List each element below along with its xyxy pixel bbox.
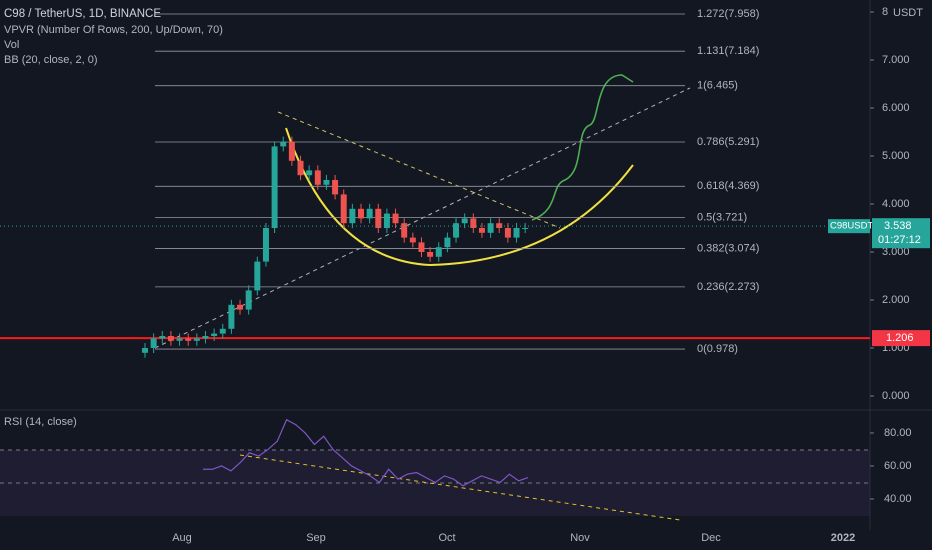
candle (418, 237, 425, 257)
price-label: 1.206 (886, 332, 914, 344)
indicator: BB (20, close, 2, 0) (4, 54, 98, 66)
candle (237, 299, 244, 315)
candle (280, 136, 287, 152)
candle (487, 218, 494, 238)
candle (142, 343, 148, 358)
candle (340, 189, 347, 229)
candle (219, 323, 226, 339)
candle (271, 141, 278, 233)
candle (245, 285, 252, 315)
y-tick-label: 2.000 (882, 294, 910, 306)
candle (150, 333, 157, 353)
fib-label: 0(0.978) (697, 343, 738, 355)
candle (504, 223, 511, 243)
price-badge (872, 330, 930, 347)
candle (383, 208, 390, 233)
fib-label: 1.272(7.958) (697, 8, 759, 20)
y-tick-label: 0.000 (882, 390, 910, 402)
fib-label: 1.131(7.184) (697, 45, 759, 57)
fib-label: 0.786(5.291) (697, 136, 759, 148)
candle (254, 256, 261, 296)
candle (435, 242, 442, 262)
fib-label: 0.618(4.369) (697, 180, 759, 192)
candle (167, 331, 174, 346)
y-tick-label: 8 (882, 6, 888, 18)
candle (176, 333, 183, 346)
candle (409, 232, 416, 248)
rsi-line (203, 418, 529, 487)
fib-label: 0.382(3.074) (697, 242, 759, 254)
y-tick-label: 6.000 (882, 102, 910, 114)
rsi-tick-label: 40.00 (884, 493, 912, 505)
fib-label: 0.5(3.721) (697, 211, 747, 223)
y-tick-label: 3.000 (882, 246, 910, 258)
candle (453, 218, 460, 243)
rsi-tick-label: 60.00 (884, 460, 912, 472)
candle (496, 218, 503, 233)
candle (375, 203, 382, 233)
candle (185, 333, 192, 346)
y-tick-label: 5.000 (882, 150, 910, 162)
price-badge (872, 218, 930, 249)
x-tick-label: Sep (306, 532, 326, 544)
candle (297, 155, 304, 181)
candle (193, 333, 200, 346)
countdown: 01:27:12 (878, 234, 921, 246)
candle (306, 165, 313, 181)
candle (314, 165, 321, 190)
trend-line (154, 87, 691, 349)
x-tick-label: Aug (172, 532, 192, 544)
trend-line (277, 111, 561, 229)
candle (323, 175, 330, 190)
candle (211, 328, 218, 341)
candle (228, 299, 235, 334)
candle (349, 203, 356, 229)
candle (392, 208, 399, 229)
candle (522, 223, 529, 233)
candle (427, 247, 434, 262)
x-tick-label: Dec (701, 532, 721, 544)
candle (262, 223, 269, 267)
candle (358, 203, 364, 224)
candle (401, 218, 408, 243)
price-label: 3.538 (884, 220, 912, 232)
projection (531, 74, 634, 221)
symbol-label: C98USDT (830, 221, 873, 232)
y-tick-label: 4.000 (882, 198, 910, 210)
x-tick-label: Nov (570, 532, 590, 544)
cup-curve (285, 127, 634, 267)
x-tick-label: Oct (438, 532, 455, 544)
symbol-badge (828, 219, 870, 234)
fib-label: 0.236(2.273) (697, 281, 759, 293)
currency: USDT (893, 7, 923, 19)
candle (444, 232, 451, 253)
candle (202, 331, 209, 344)
candle (288, 136, 295, 166)
rsi-title: RSI (14, close) (4, 416, 77, 428)
fib-label: 1(6.465) (697, 80, 738, 92)
candle (478, 223, 485, 238)
indicator: Vol (4, 39, 19, 51)
candle (159, 331, 166, 344)
y-tick-label: 7.000 (882, 54, 910, 66)
candle (366, 203, 373, 224)
x-tick-label: 2022 (831, 532, 855, 544)
indicator: VPVR (Number Of Rows, 200, Up/Down, 70) (4, 24, 223, 36)
rsi-trend-line (239, 454, 681, 521)
symbol: C98 / TetherUS, 1D, BINANCE (4, 8, 161, 20)
candle (470, 213, 477, 233)
rsi-tick-label: 80.00 (884, 427, 912, 439)
candle (332, 175, 339, 200)
